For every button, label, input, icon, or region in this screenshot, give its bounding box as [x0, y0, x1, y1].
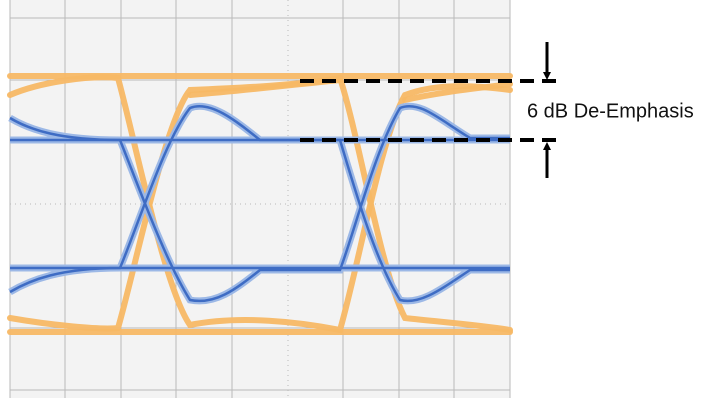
eye-diagram: 6 dB De-Emphasis: [0, 0, 720, 398]
scope-screen: [10, 0, 510, 398]
page: 6 dB De-Emphasis (() => { const data = J…: [0, 0, 720, 398]
annotation-label: 6 dB De-Emphasis: [527, 100, 694, 122]
